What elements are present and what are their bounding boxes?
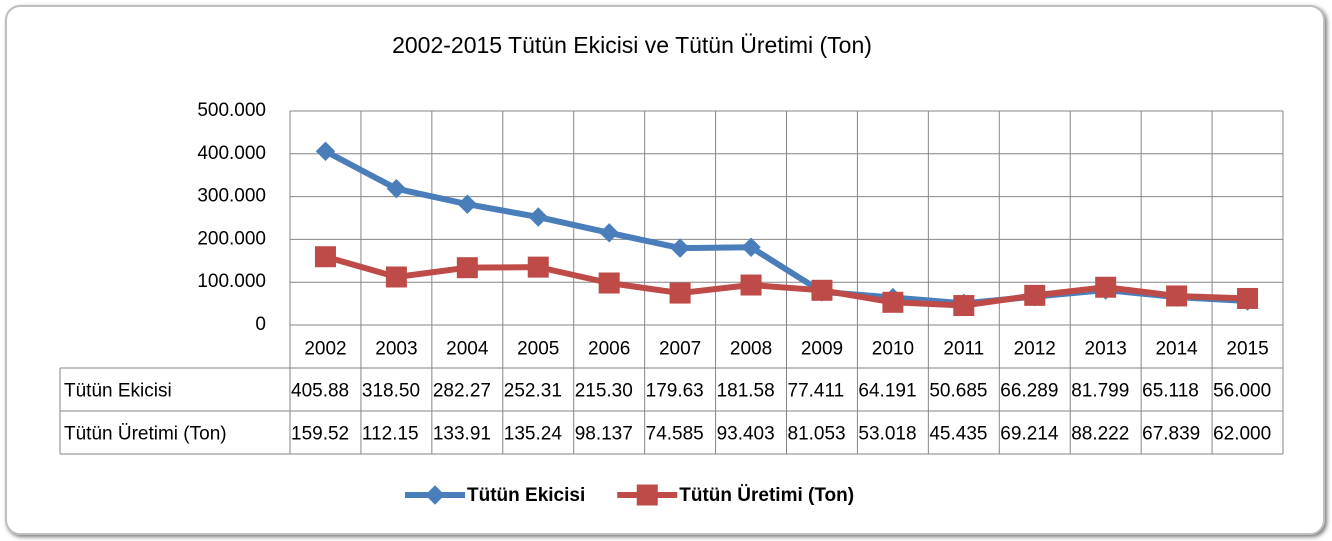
- y-tick-label: 400.000: [197, 143, 266, 164]
- chart-title: 2002-2015 Tütün Ekicisi ve Tütün Üretimi…: [392, 32, 872, 58]
- table-cell: 65.118: [1142, 381, 1199, 402]
- table-cell: 81.799: [1071, 381, 1129, 402]
- table-cell: 135.24: [504, 424, 563, 445]
- point: [527, 256, 549, 278]
- point: [598, 272, 620, 294]
- table-cell: 45.435: [929, 424, 987, 445]
- point: [315, 141, 336, 161]
- chart-frame: [5, 5, 1325, 535]
- point: [670, 238, 690, 258]
- table-cell: 53.018: [858, 424, 916, 445]
- x-tick-label: 2011: [943, 339, 984, 360]
- table-cell: 159.52: [291, 424, 349, 445]
- point: [1024, 284, 1046, 306]
- table-cell: 67.839: [1142, 424, 1200, 445]
- y-tick-label: 300.000: [197, 186, 266, 207]
- x-tick-label: 2014: [1155, 339, 1198, 360]
- point: [528, 207, 548, 227]
- x-tick-label: 2008: [730, 339, 772, 360]
- table-cell: 62.000: [1213, 424, 1271, 445]
- table-cell: 282.27: [433, 381, 491, 402]
- y-tick-label: 500.000: [197, 100, 266, 121]
- table-cell: 179.63: [646, 381, 704, 402]
- table-cell: 50.685: [929, 381, 987, 402]
- series-line: [324, 253, 1248, 309]
- point: [314, 246, 336, 268]
- table-cell: 133.91: [433, 424, 491, 445]
- x-tick-label: 2015: [1226, 339, 1268, 360]
- table-cell: 98.137: [575, 424, 633, 445]
- x-tick-label: 2002: [304, 339, 346, 360]
- point: [456, 257, 478, 279]
- x-tick-label: 2006: [588, 339, 630, 360]
- point: [1095, 276, 1117, 298]
- point: [1166, 285, 1188, 307]
- table-cell: 81.053: [788, 424, 846, 445]
- point: [386, 178, 407, 199]
- y-tick-label: 200.000: [197, 228, 266, 249]
- table-cell: 181.58: [717, 381, 775, 402]
- legend-marker: [636, 484, 658, 506]
- y-tick-label: 100.000: [197, 271, 266, 292]
- table-cell: 66.289: [1000, 381, 1058, 402]
- legend-marker: [425, 485, 445, 505]
- table-cell: 56.000: [1213, 381, 1271, 402]
- table-cell: 74.585: [646, 424, 704, 445]
- x-tick-label: 2004: [446, 339, 489, 360]
- x-tick-label: 2005: [517, 339, 559, 360]
- x-tick-label: 2009: [801, 339, 843, 360]
- legend-label: Tütün Üretimi (Ton): [679, 485, 854, 506]
- point: [811, 279, 833, 301]
- table-cell: 318.50: [362, 381, 420, 402]
- table-cell: 93.403: [717, 424, 775, 445]
- point: [385, 266, 407, 288]
- x-tick-label: 2007: [659, 339, 701, 360]
- table-cell: 88.222: [1071, 424, 1129, 445]
- point: [1237, 287, 1259, 309]
- x-tick-label: 2003: [375, 339, 417, 360]
- table-cell: 69.214: [1000, 424, 1059, 445]
- table-row-header: Tütün Ekicisi: [64, 381, 172, 402]
- table-row-header: Tütün Üretimi (Ton): [64, 424, 227, 445]
- table-cell: 77.411: [788, 381, 845, 402]
- point: [953, 295, 975, 317]
- table-cell: 112.15: [362, 424, 419, 445]
- point: [599, 223, 619, 243]
- point: [882, 291, 904, 313]
- table-cell: 252.31: [504, 381, 562, 402]
- point: [740, 274, 762, 296]
- y-tick-label: 0: [255, 314, 266, 335]
- point: [669, 282, 691, 304]
- x-tick-label: 2012: [1014, 339, 1056, 360]
- point: [457, 194, 478, 214]
- table-cell: 215.30: [575, 381, 633, 402]
- x-tick-label: 2013: [1085, 339, 1127, 360]
- x-tick-label: 2010: [872, 339, 914, 360]
- point: [741, 237, 761, 257]
- table-cell: 64.191: [858, 381, 916, 402]
- table-cell: 405.88: [291, 381, 349, 402]
- legend-label: Tütün Ekicisi: [467, 485, 585, 506]
